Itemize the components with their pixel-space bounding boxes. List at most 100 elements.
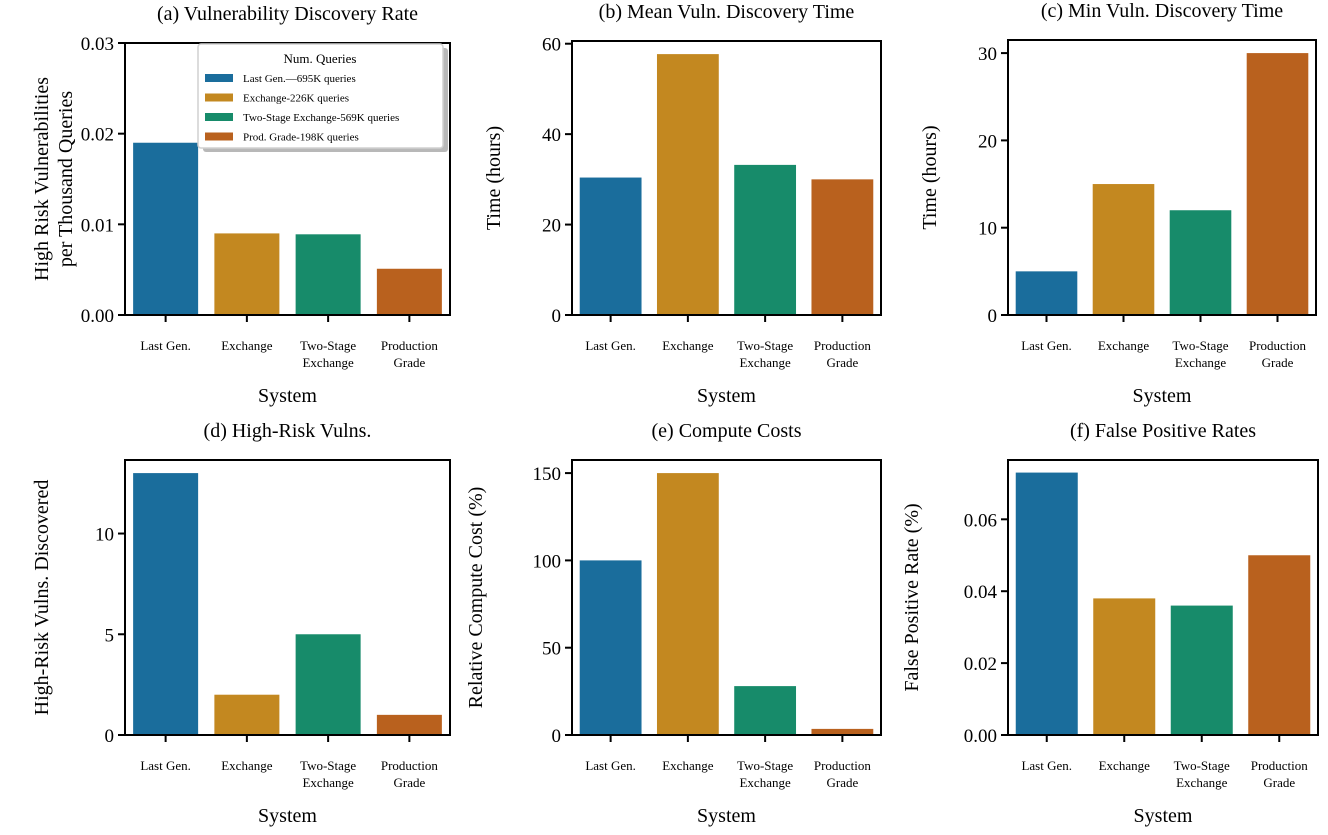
- y-axis-label-line: False Positive Rate (%): [901, 503, 923, 691]
- x-tick-label-line: Two-Stage: [737, 338, 793, 353]
- x-tick-label-line: Last Gen.: [585, 758, 636, 773]
- bar-1: [579, 560, 642, 735]
- bar-1: [133, 142, 199, 315]
- x-tick-label-line: Last Gen.: [140, 338, 191, 353]
- y-tick-label: 50: [542, 639, 561, 660]
- axes-frame: [571, 459, 882, 736]
- subplot-b: 0 20 40 60 Last Gen. Exchange Two-Stage Exchang…: [483, 1, 882, 407]
- axes-frame: [571, 40, 882, 316]
- subplot-d: 0 5 10 Last Gen. Exchange Two-Stage Exchange Pr…: [31, 420, 451, 827]
- bar-4: [811, 728, 874, 735]
- x-tick-label-line: Exchange: [221, 338, 272, 353]
- bar-3: [295, 634, 361, 735]
- y-axis-label-line: High Risk Vulnerabilities: [31, 77, 53, 281]
- y-axis-label-line: Time (hours): [483, 126, 505, 230]
- x-tick-label-line: Production: [1251, 758, 1309, 773]
- x-tick-label-line: Exchange: [1176, 775, 1227, 790]
- x-tick-label-line: Grade: [1262, 355, 1294, 370]
- y-axis-label-line: Time (hours): [919, 125, 941, 229]
- legend-entry: Last Gen.—695K queries: [243, 73, 356, 85]
- x-tick-label: Last Gen.: [140, 338, 191, 353]
- bar-1: [1015, 271, 1078, 315]
- x-tick-label-line: Production: [814, 338, 872, 353]
- x-tick-label-line: Grade: [826, 355, 858, 370]
- y-tick-label: 0.02: [81, 125, 114, 146]
- x-tick-label: Production Grade: [814, 338, 872, 370]
- x-tick-label: Exchange: [1098, 338, 1149, 353]
- legend-entry: Two-Stage Exchange-569K queries: [243, 112, 399, 124]
- x-tick-label-line: Exchange: [1175, 355, 1226, 370]
- x-tick-label: Exchange: [662, 338, 713, 353]
- x-tick-label: Last Gen.: [585, 338, 636, 353]
- x-tick-label: Production Grade: [1249, 338, 1307, 370]
- y-tick-label: 0: [552, 306, 562, 327]
- subplot-title: (f) False Positive Rates: [1070, 420, 1256, 442]
- bar-1: [1015, 472, 1078, 735]
- x-tick-label: Production Grade: [381, 338, 439, 370]
- y-tick-label: 0: [105, 726, 115, 747]
- x-tick-label-line: Two-Stage: [300, 338, 356, 353]
- bar-2: [656, 473, 719, 735]
- y-tick-label: 0.02: [964, 654, 997, 675]
- axes-frame: [124, 459, 451, 736]
- bar-4: [1248, 555, 1311, 735]
- x-tick-label-line: Exchange: [302, 355, 353, 370]
- x-tick-label: Last Gen.: [1021, 758, 1072, 773]
- x-tick-label: Production Grade: [1251, 758, 1309, 790]
- axes-frame: [124, 42, 451, 316]
- y-axis-label-line: Relative Compute Cost (%): [465, 487, 487, 709]
- bar-1: [579, 177, 642, 315]
- y-tick-label: 60: [542, 35, 561, 56]
- bar-4: [811, 179, 874, 315]
- x-tick-label-line: Exchange: [302, 775, 353, 790]
- legend-swatch: [205, 113, 233, 121]
- subplot-e: 0 50 100 150 Last Gen. Exchange Two-Stage Excha…: [465, 420, 882, 827]
- x-tick-label-line: Exchange: [662, 338, 713, 353]
- y-tick-label: 150: [533, 464, 562, 485]
- x-tick-label: Last Gen.: [140, 758, 191, 773]
- y-tick-label: 0.00: [81, 306, 114, 327]
- y-axis-label: False Positive Rate (%): [901, 503, 923, 691]
- bar-3: [1169, 210, 1232, 315]
- bar-2: [656, 54, 719, 315]
- legend-swatch: [205, 132, 233, 141]
- x-tick-label: Two-Stage Exchange: [737, 338, 793, 370]
- x-tick-label-line: Two-Stage: [737, 758, 793, 773]
- subplot-title: (d) High-Risk Vulns.: [204, 420, 372, 442]
- y-tick-label: 0.03: [81, 34, 114, 55]
- x-tick-label: Last Gen.: [585, 758, 636, 773]
- subplot-title: (e) Compute Costs: [652, 420, 802, 442]
- bar-3: [734, 164, 797, 315]
- legend-box: [197, 43, 444, 149]
- y-axis-label: High Risk Vulnerabilities per Thousand Qu…: [31, 77, 77, 281]
- x-tick-label: Production Grade: [381, 758, 439, 790]
- bar-4: [376, 714, 442, 735]
- y-tick-label: 30: [978, 44, 997, 65]
- subplot-title: (b) Mean Vuln. Discovery Time: [599, 1, 855, 23]
- x-tick-label: Exchange: [1099, 758, 1150, 773]
- x-axis-label: System: [1134, 805, 1193, 827]
- x-axis-label: System: [258, 805, 317, 827]
- y-axis-label: Relative Compute Cost (%): [465, 487, 487, 709]
- x-tick-label-line: Grade: [826, 775, 858, 790]
- x-tick-label: Production Grade: [814, 758, 872, 790]
- x-tick-label-line: Grade: [1263, 775, 1295, 790]
- y-axis-label-line: per Thousand Queries: [55, 91, 77, 267]
- legend-swatch: [205, 93, 233, 102]
- x-tick-label-line: Production: [814, 758, 872, 773]
- x-tick-label: Exchange: [221, 338, 272, 353]
- subplot-title: (a) Vulnerability Discovery Rate: [157, 3, 418, 25]
- y-tick-label: 40: [542, 125, 561, 146]
- y-tick-label: 20: [978, 131, 997, 152]
- y-tick-label: 10: [978, 219, 997, 240]
- y-tick-label: 0: [552, 726, 562, 747]
- x-tick-label: Two-Stage Exchange: [1172, 338, 1228, 370]
- x-tick-label-line: Production: [381, 758, 439, 773]
- bar-2: [214, 233, 280, 315]
- legend: Num. Queries Last Gen.—695K queries Exchan…: [197, 43, 448, 152]
- y-tick-label: 0.06: [964, 510, 997, 531]
- y-tick-label: 10: [95, 525, 114, 546]
- x-tick-label-line: Last Gen.: [585, 338, 636, 353]
- subplot-title: (c) Min Vuln. Discovery Time: [1041, 0, 1283, 22]
